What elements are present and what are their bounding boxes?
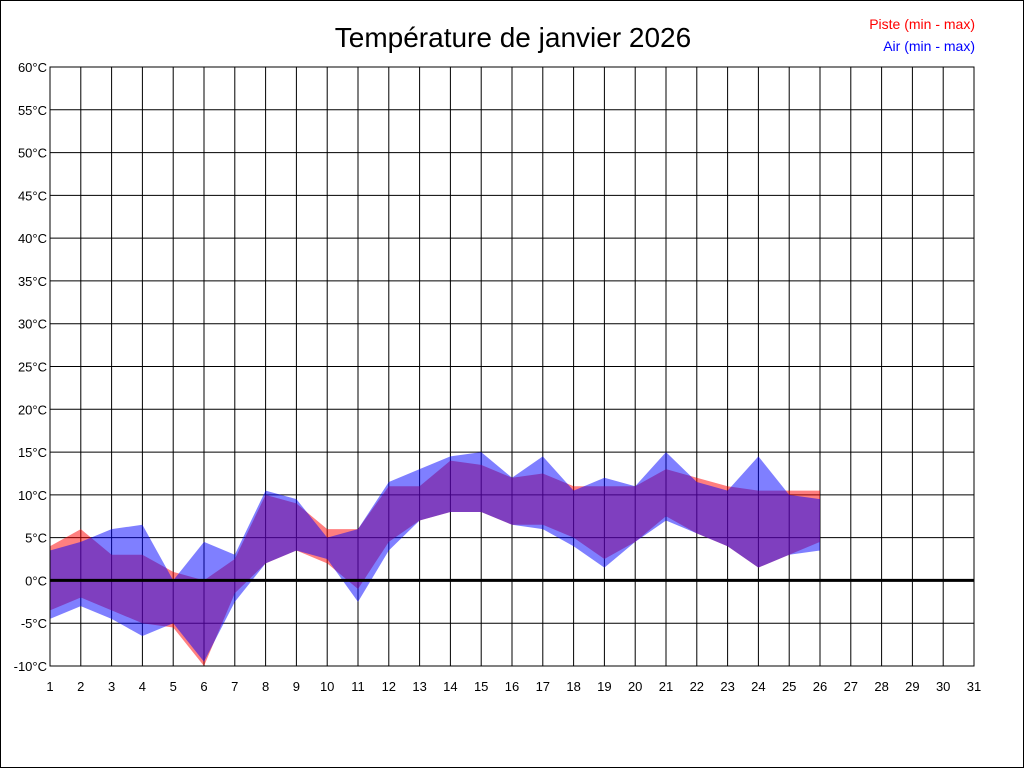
x-tick-label: 20 [628,679,642,694]
x-tick-label: 30 [936,679,950,694]
x-tick-label: 5 [170,679,177,694]
legend-entry-air: Air (min - max) [883,38,975,54]
y-tick-label: 30°C [18,317,47,332]
x-tick-label: 12 [382,679,396,694]
x-tick-label: 14 [443,679,457,694]
x-tick-label: 18 [566,679,580,694]
legend: Piste (min - max) Air (min - max) [869,16,975,54]
x-tick-label: 21 [659,679,673,694]
y-tick-label: 35°C [18,274,47,289]
chart-title: Température de janvier 2026 [335,22,691,53]
x-tick-label: 26 [813,679,827,694]
y-tick-label: 50°C [18,146,47,161]
x-tick-label: 13 [412,679,426,694]
y-tick-label: -5°C [21,616,47,631]
x-tick-label: 31 [967,679,981,694]
grid-lines [49,66,975,667]
y-tick-label: 45°C [18,188,47,203]
x-tick-label: 29 [905,679,919,694]
y-tick-label: 40°C [18,231,47,246]
x-tick-label: 9 [293,679,300,694]
y-tick-label: 5°C [25,531,47,546]
y-tick-label: 25°C [18,360,47,375]
x-tick-label: 15 [474,679,488,694]
axes [49,66,975,667]
series-bands [50,452,820,666]
x-tick-label: 11 [351,679,365,694]
x-tick-label: 7 [231,679,238,694]
legend-entry-piste: Piste (min - max) [869,16,975,32]
y-tick-label: 55°C [18,103,47,118]
x-tick-label: 16 [505,679,519,694]
y-tick-label: 10°C [18,488,47,503]
x-tick-label: 22 [690,679,704,694]
y-tick-label: 60°C [18,60,47,75]
x-tick-label: 17 [536,679,550,694]
x-tick-label: 3 [108,679,115,694]
x-tick-label: 27 [844,679,858,694]
x-tick-label: 2 [77,679,84,694]
y-tick-label: 20°C [18,402,47,417]
x-tick-label: 4 [139,679,146,694]
x-tick-labels: 1 2 3 4 5 6 7 8 9 10 11 12 13 14 15 16 17 18 19 20 21 22 23 24 2… [46,679,981,694]
y-tick-label: 0°C [25,573,47,588]
x-tick-label: 8 [262,679,269,694]
x-tick-label: 10 [320,679,334,694]
y-tick-label: -10°C [14,659,47,674]
x-tick-label: 24 [751,679,765,694]
plot-border [49,66,975,667]
band-air [50,452,820,662]
y-tick-labels: -10°C -5°C 0°C 5°C 10°C 15°C 20°C 25°C 30°C 35°C 4… [14,60,47,674]
x-tick-label: 25 [782,679,796,694]
y-tick-label: 15°C [18,445,47,460]
x-tick-label: 23 [720,679,734,694]
x-tick-label: 28 [874,679,888,694]
x-tick-label: 19 [597,679,611,694]
x-tick-label: 1 [46,679,53,694]
x-tick-label: 6 [200,679,207,694]
